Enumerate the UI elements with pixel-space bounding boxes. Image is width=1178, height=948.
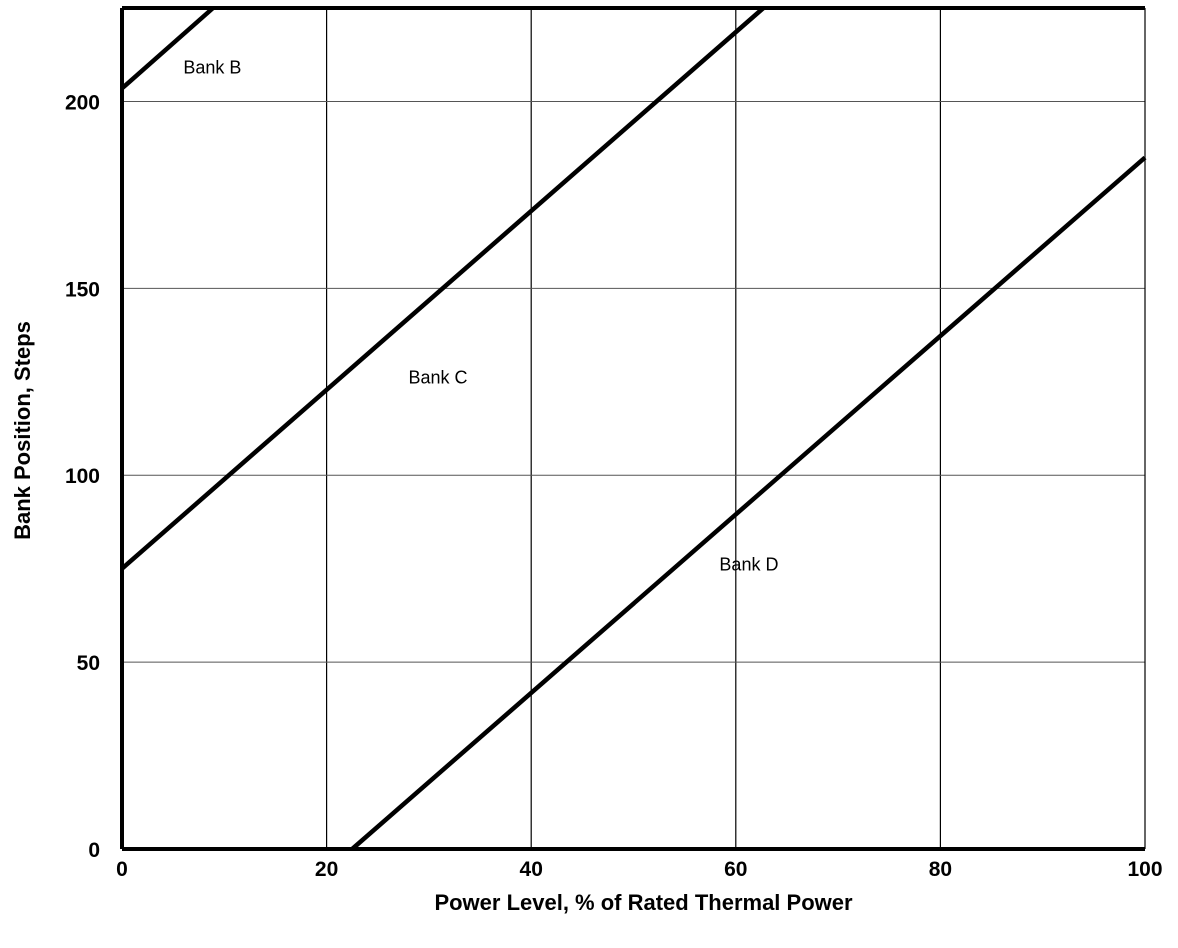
annotation-bank-c: Bank C bbox=[408, 368, 467, 388]
y-axis-title: Bank Position, Steps bbox=[10, 321, 35, 540]
annotations: Bank B Bank C Bank D bbox=[183, 57, 778, 574]
x-tick-label: 100 bbox=[1127, 858, 1162, 881]
annotation-bank-d: Bank D bbox=[719, 555, 778, 575]
y-tick-label: 150 bbox=[65, 278, 100, 301]
y-tick-label: 50 bbox=[77, 652, 100, 675]
y-tick-label: 0 bbox=[88, 839, 100, 862]
x-tick-label: 40 bbox=[520, 858, 543, 881]
x-tick-label: 0 bbox=[116, 858, 128, 881]
x-tick-label: 20 bbox=[315, 858, 338, 881]
gridlines bbox=[122, 8, 1145, 849]
y-tick-label: 100 bbox=[65, 465, 100, 488]
tick-labels: 0 20 40 60 80 100 0 50 100 150 200 bbox=[65, 91, 1163, 881]
x-axis-title: Power Level, % of Rated Thermal Power bbox=[434, 890, 853, 915]
series-line-bank-b bbox=[120, 6, 215, 91]
plot-frame bbox=[120, 6, 1146, 851]
y-tick-label: 200 bbox=[65, 91, 100, 114]
series-line-bank-c bbox=[120, 6, 765, 571]
x-tick-label: 80 bbox=[929, 858, 952, 881]
annotation-bank-b: Bank B bbox=[183, 57, 241, 77]
series-lines bbox=[120, 6, 1147, 851]
x-tick-label: 60 bbox=[724, 858, 747, 881]
series-line-bank-d bbox=[350, 155, 1147, 851]
